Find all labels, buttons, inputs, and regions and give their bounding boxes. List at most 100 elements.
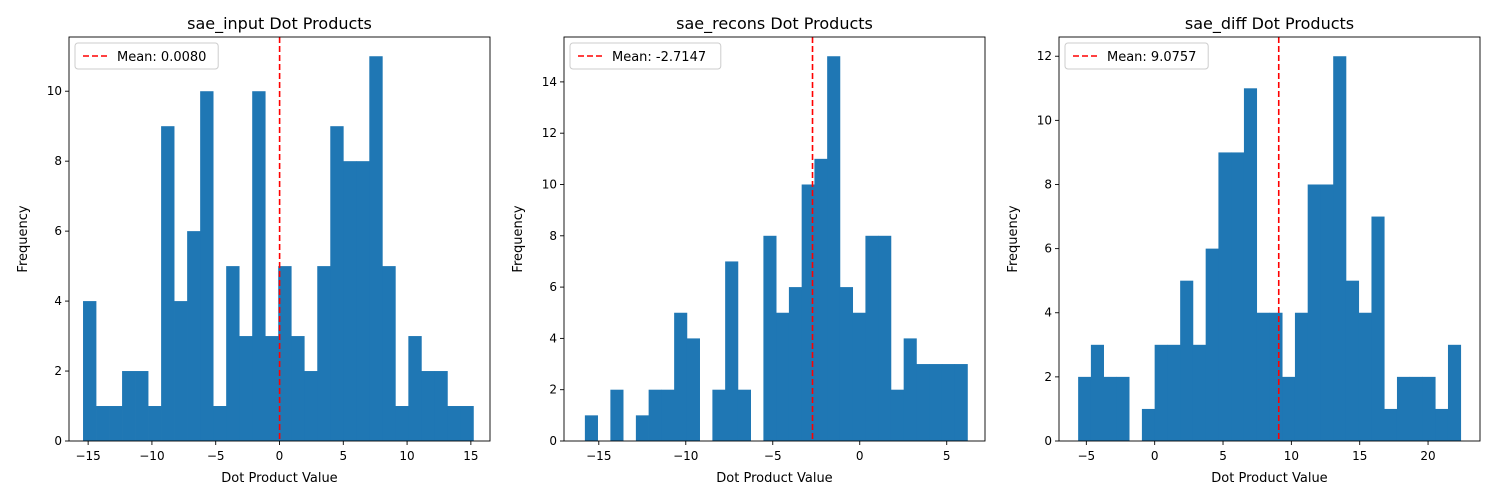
histogram-bar <box>929 364 943 441</box>
legend-box <box>1064 42 1209 70</box>
histogram-bar <box>661 389 675 441</box>
y-tick-label: 6 <box>549 280 557 294</box>
y-tick-label: 6 <box>1044 242 1052 256</box>
histogram-bar <box>852 312 866 441</box>
x-axis-label: Dot Product Value <box>1211 471 1327 486</box>
y-tick-label: 10 <box>47 84 62 98</box>
x-tick-label: 15 <box>463 449 478 463</box>
histogram-bar <box>1167 344 1181 441</box>
histogram-sae-recons: Dot Product Value Frequency −15 −10 −5 0 5 0 2… <box>511 14 986 486</box>
y-axis-label: Frequency <box>511 205 526 272</box>
histogram-bar <box>878 235 892 441</box>
histogram-bar <box>239 336 253 441</box>
x-tick-label: 15 <box>1352 449 1367 463</box>
y-tick-label: 10 <box>1037 113 1052 127</box>
histogram-bar <box>226 266 240 441</box>
histogram-bar <box>1345 280 1360 441</box>
plot-frame <box>563 36 986 442</box>
histogram-bar <box>712 389 726 441</box>
histogram-bar <box>903 338 917 441</box>
y-tick-label: 14 <box>542 75 557 89</box>
y-tick-label: 8 <box>54 154 62 168</box>
histogram-bar <box>83 301 97 441</box>
histogram-bar <box>1141 408 1155 441</box>
histogram-bar <box>1116 376 1130 441</box>
histogram-bar <box>584 415 598 441</box>
histogram-bar <box>382 266 396 441</box>
histogram-bar <box>648 389 662 441</box>
legend-box <box>74 42 219 70</box>
histogram-bar <box>317 266 331 441</box>
y-axis-label: Frequency <box>16 205 31 272</box>
histogram-bar <box>252 91 266 441</box>
y-tick-label: 2 <box>1044 370 1052 384</box>
x-tick-label: 10 <box>1284 449 1299 463</box>
histogram-bar <box>890 389 905 441</box>
histogram-bar <box>1180 280 1194 441</box>
histogram-bar <box>865 235 879 441</box>
histogram-bar <box>447 406 461 441</box>
y-tick-label: 12 <box>542 126 557 140</box>
histogram-bar <box>1282 376 1296 441</box>
histogram-bar <box>1218 152 1232 441</box>
bars <box>1078 56 1462 442</box>
histogram-bar <box>1090 344 1104 441</box>
histogram-bar <box>1435 408 1449 441</box>
histogram-bar <box>135 371 149 441</box>
y-tick-label: 12 <box>1037 49 1052 63</box>
histogram-bar <box>174 301 188 441</box>
histogram-bar <box>1231 152 1245 441</box>
x-tick-label: 5 <box>1219 449 1227 463</box>
x-tick-label: 0 <box>856 449 864 463</box>
histogram-bar <box>916 364 930 441</box>
histogram-bar <box>1256 312 1270 441</box>
histogram-bar <box>610 389 624 441</box>
histogram-bar <box>1205 248 1219 441</box>
x-tick-label: −15 <box>75 449 100 463</box>
histogram-bar <box>674 312 688 441</box>
histogram-bar <box>1358 312 1372 441</box>
x-tick-label: 20 <box>1420 449 1435 463</box>
y-tick-label: 4 <box>1044 306 1052 320</box>
histogram-bar <box>460 406 474 441</box>
histogram-bar <box>1447 344 1462 441</box>
x-tick-label: 0 <box>1151 449 1159 463</box>
histogram-bar <box>801 184 815 442</box>
histogram-bar <box>213 406 227 441</box>
x-axis-label: Dot Product Value <box>221 471 337 486</box>
y-tick-label: 4 <box>549 331 557 345</box>
histogram-bar <box>304 371 318 441</box>
y-tick-label: 2 <box>549 383 557 397</box>
histogram-bar <box>161 126 175 441</box>
histogram-bar <box>278 266 292 441</box>
histogram-bar <box>395 406 409 441</box>
histogram-bar <box>814 158 828 441</box>
histogram-bar <box>1103 376 1117 441</box>
y-axis-label: Frequency <box>1006 205 1021 272</box>
histogram-bar <box>109 406 123 441</box>
histogram-bar <box>96 406 110 441</box>
histogram-bar <box>1409 376 1423 441</box>
histogram-bar <box>686 338 700 441</box>
y-tick-label: 6 <box>54 224 62 238</box>
x-tick-label: 5 <box>339 449 347 463</box>
histogram-bar <box>941 364 956 441</box>
x-tick-label: 0 <box>276 449 284 463</box>
plot-frame <box>1058 36 1481 442</box>
y-tick-label: 8 <box>1044 177 1052 191</box>
histogram-bar <box>122 371 136 441</box>
histogram-bar <box>291 336 305 441</box>
histogram-bar <box>1078 376 1092 441</box>
chart-title: sae_recons Dot Products <box>676 14 873 34</box>
x-axis-label: Dot Product Value <box>716 471 832 486</box>
legend-label: Mean: 0.0080 <box>117 50 206 65</box>
histogram-bar <box>1371 216 1385 441</box>
legend-label: Mean: -2.7147 <box>612 50 706 65</box>
legend-label: Mean: 9.0757 <box>1107 50 1196 65</box>
x-tick-label: −10 <box>673 449 698 463</box>
histogram-bar <box>827 56 841 442</box>
histogram-bar <box>330 126 344 441</box>
x-tick-label: 10 <box>399 449 414 463</box>
bars <box>83 56 474 442</box>
